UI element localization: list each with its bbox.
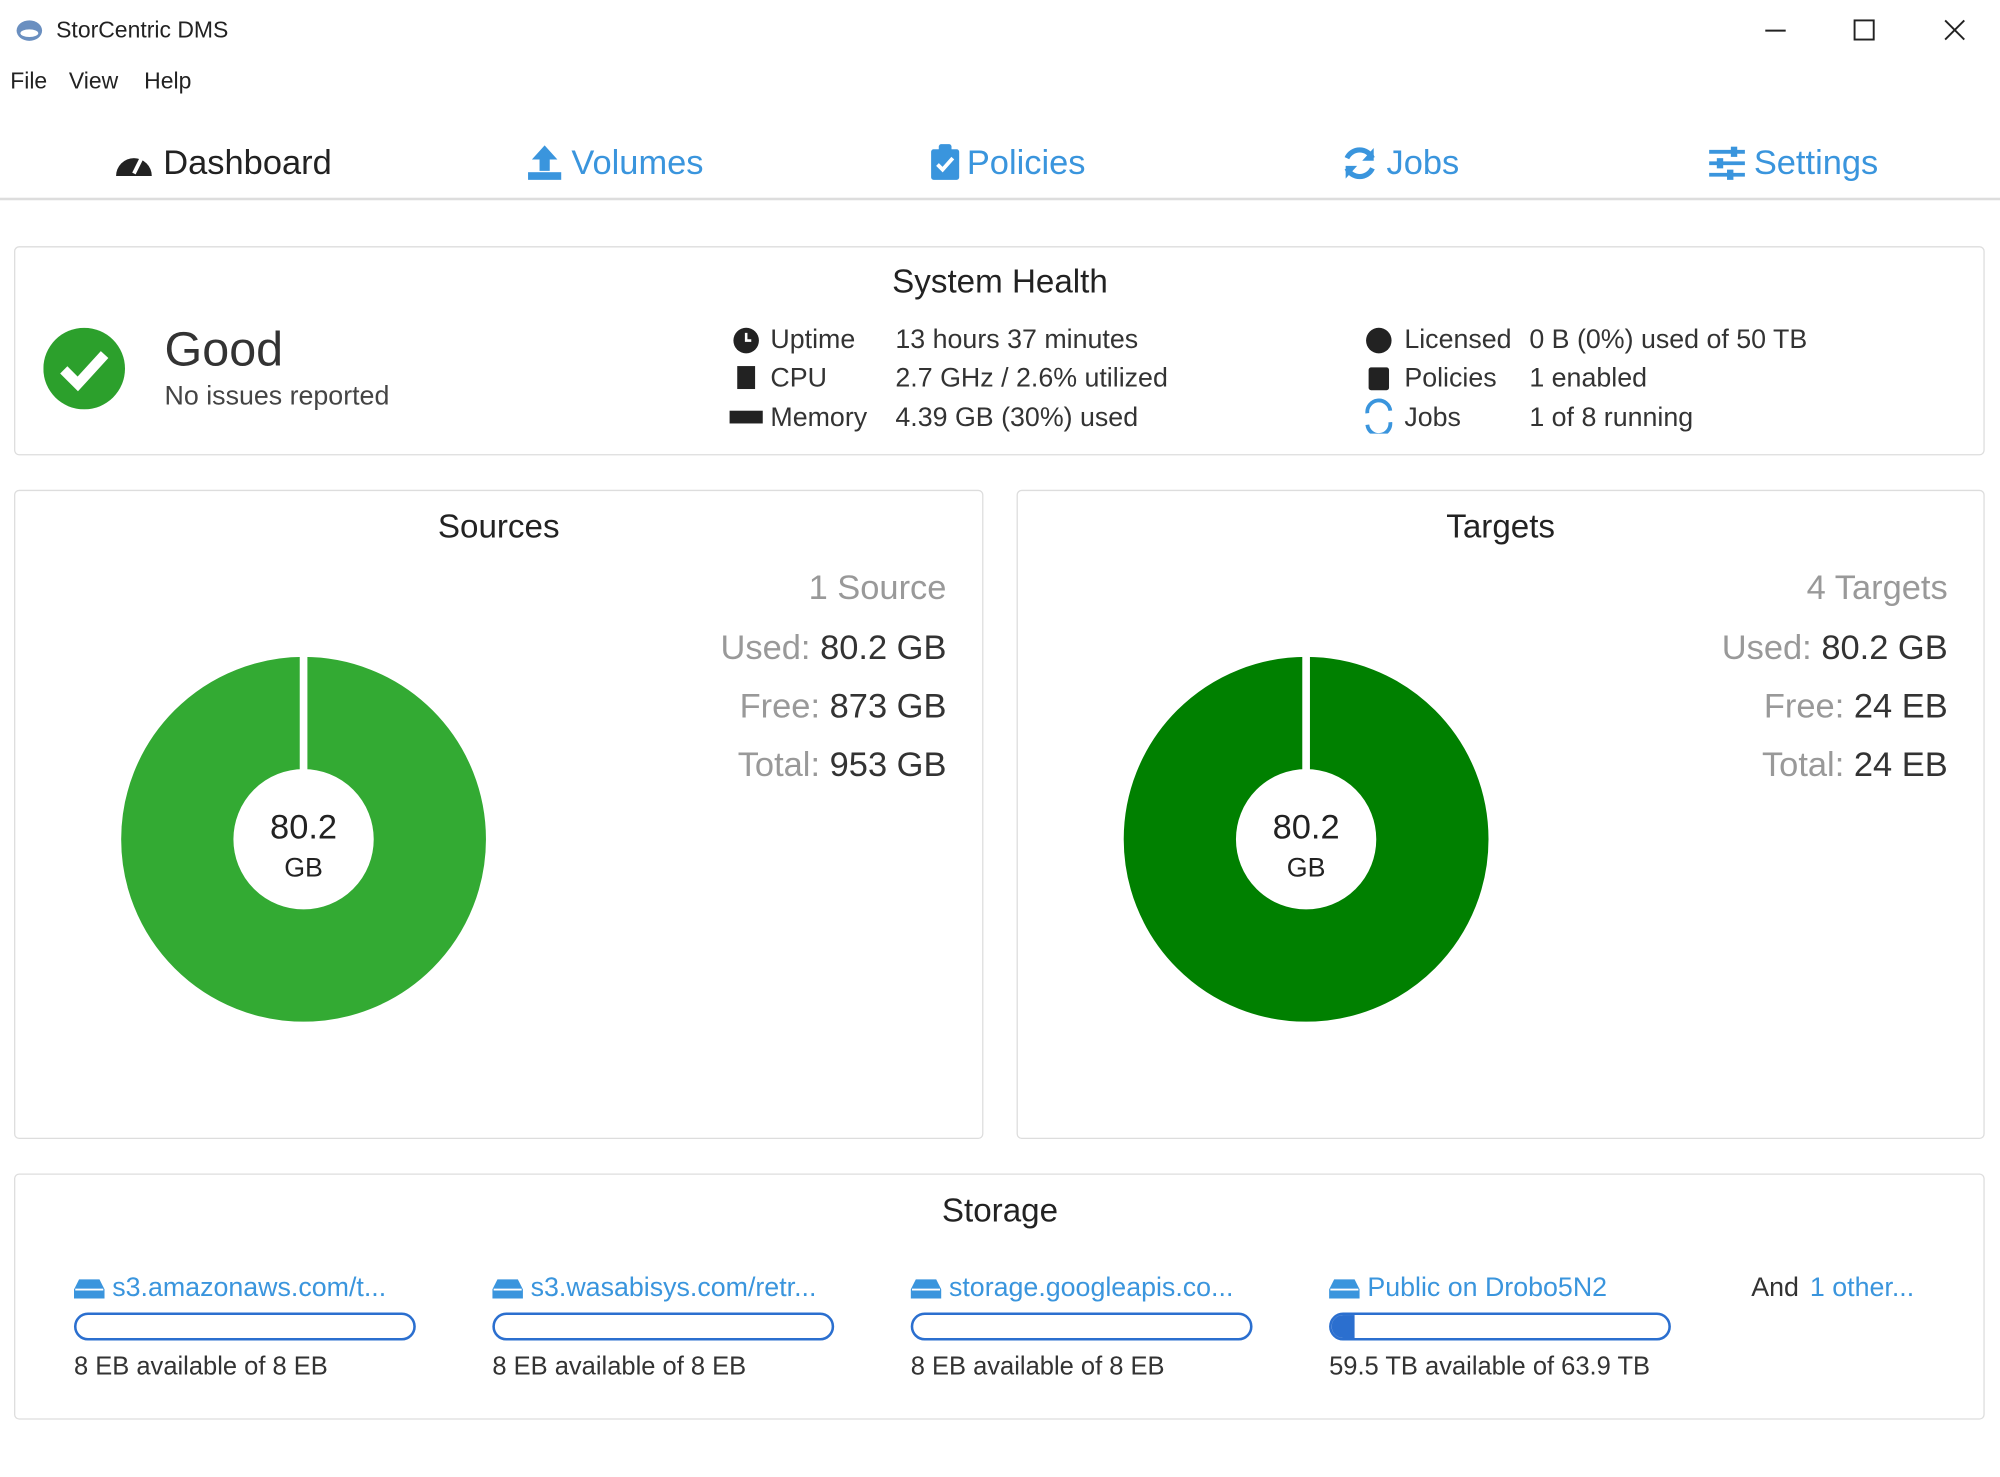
capacity-label: Free:	[1763, 686, 1845, 726]
tab-icon	[1709, 146, 1745, 180]
donut-unit: GB	[1286, 853, 1326, 883]
drive-icon	[492, 1279, 523, 1299]
stat-label: CPU	[770, 363, 827, 393]
capacity-row: Used: 80.2 GB	[1722, 628, 1948, 668]
capacity-row: Free: 873 GB	[740, 687, 947, 727]
stat-label: Uptime	[770, 325, 856, 355]
panel-title: Sources	[437, 507, 560, 546]
status-detail: No issues reported	[164, 381, 390, 411]
stat-label: Memory	[770, 403, 868, 433]
stat-label: Licensed	[1404, 325, 1512, 355]
storage-link[interactable]: s3.wasabisys.com/retr...	[530, 1272, 817, 1303]
storage-link[interactable]: Public on Drobo5N2	[1367, 1272, 1608, 1303]
count: 4 Targets	[1806, 568, 1948, 607]
stat-icons	[729, 327, 763, 424]
more-link[interactable]: 1 other...	[1809, 1272, 1915, 1303]
window-title: StorCentric DMS	[56, 17, 229, 43]
panel-title: Targets	[1446, 507, 1556, 546]
capacity-value: 873 GB	[829, 686, 947, 726]
capacity-row: Total: 24 EB	[1762, 746, 1948, 786]
tab[interactable]: Volumes	[571, 143, 704, 182]
stat-label: Jobs	[1404, 403, 1461, 433]
tab-icon	[116, 157, 152, 177]
status-text: Good	[164, 323, 284, 377]
menu-item[interactable]: Help	[144, 68, 192, 94]
storage-bar	[910, 1312, 1253, 1341]
stat-value: 0 B (0%) used of 50 TB	[1529, 325, 1808, 355]
sources-panel	[14, 489, 984, 1140]
storage-available: 8 EB available of 8 EB	[492, 1352, 747, 1381]
donut-unit: GB	[284, 853, 323, 883]
storage-panel	[14, 1173, 1985, 1420]
donut	[1123, 654, 1489, 1022]
capacity-label: Used:	[1721, 628, 1812, 667]
tab-icon	[1344, 147, 1375, 180]
capacity-row: Used: 80.2 GB	[720, 628, 946, 668]
drive-icon	[1329, 1279, 1360, 1299]
system-health-panel	[14, 246, 1985, 456]
panel-title: System Health	[892, 262, 1108, 301]
storage-link[interactable]: s3.amazonaws.com/t...	[112, 1272, 387, 1303]
capacity-value: 80.2 GB	[1821, 628, 1948, 667]
storage-link[interactable]: storage.googleapis.co...	[948, 1272, 1234, 1303]
storage-available: 8 EB available of 8 EB	[73, 1352, 328, 1381]
stat-value: 1 enabled	[1529, 363, 1648, 393]
capacity-row: Free: 24 EB	[1764, 687, 1948, 727]
tab-icon	[931, 144, 960, 180]
storage-bar	[492, 1312, 835, 1341]
capacity-value: 24 EB	[1853, 745, 1948, 784]
more-prefix: And	[1751, 1272, 1799, 1303]
stat-value: 1 of 8 running	[1529, 403, 1694, 433]
donut-value: 80.2	[1272, 808, 1340, 847]
stat-value: 13 hours 37 minutes	[895, 325, 1139, 355]
storage-available: 59.5 TB available of 63.9 TB	[1329, 1352, 1651, 1381]
donut	[121, 654, 486, 1022]
capacity-value: 24 EB	[1853, 686, 1948, 726]
panel-title: Storage	[941, 1190, 1059, 1229]
storage-available: 8 EB available of 8 EB	[910, 1352, 1165, 1381]
app-icon	[16, 20, 43, 41]
tab[interactable]: Dashboard	[163, 143, 332, 182]
stat-label: Policies	[1404, 363, 1497, 393]
capacity-label: Used:	[720, 628, 811, 667]
donut-value: 80.2	[270, 808, 338, 847]
capacity-value: 80.2 GB	[820, 628, 947, 667]
capacity-label: Total:	[1761, 745, 1845, 784]
tab[interactable]: Policies	[966, 143, 1086, 182]
capacity-label: Total:	[737, 745, 821, 784]
capacity-value: 953 GB	[829, 745, 947, 784]
stat-value: 2.7 GHz / 2.6% utilized	[895, 363, 1168, 393]
tab-divider	[0, 197, 2000, 201]
tab-icon	[528, 145, 562, 180]
tab[interactable]: Jobs	[1386, 143, 1460, 182]
menu-item[interactable]: View	[68, 68, 119, 94]
window-controls[interactable]	[1760, 15, 1977, 46]
donut-gap	[1302, 654, 1310, 772]
status-icon	[43, 327, 125, 410]
storage-bar-fill	[1331, 1315, 1355, 1338]
capacity-label: Free:	[739, 686, 821, 726]
storage-bar	[73, 1312, 416, 1341]
tab[interactable]: Settings	[1753, 143, 1879, 182]
stat-icons	[1365, 327, 1393, 434]
count: 1 Source	[808, 568, 947, 607]
targets-panel	[1016, 489, 1985, 1140]
drive-icon	[910, 1279, 942, 1299]
storage-bar	[1329, 1312, 1671, 1341]
menu-item[interactable]: File	[10, 68, 48, 94]
drive-icon	[73, 1279, 105, 1299]
donut-gap	[299, 654, 308, 772]
stat-value: 4.39 GB (30%) used	[895, 403, 1139, 433]
capacity-row: Total: 953 GB	[738, 746, 947, 786]
